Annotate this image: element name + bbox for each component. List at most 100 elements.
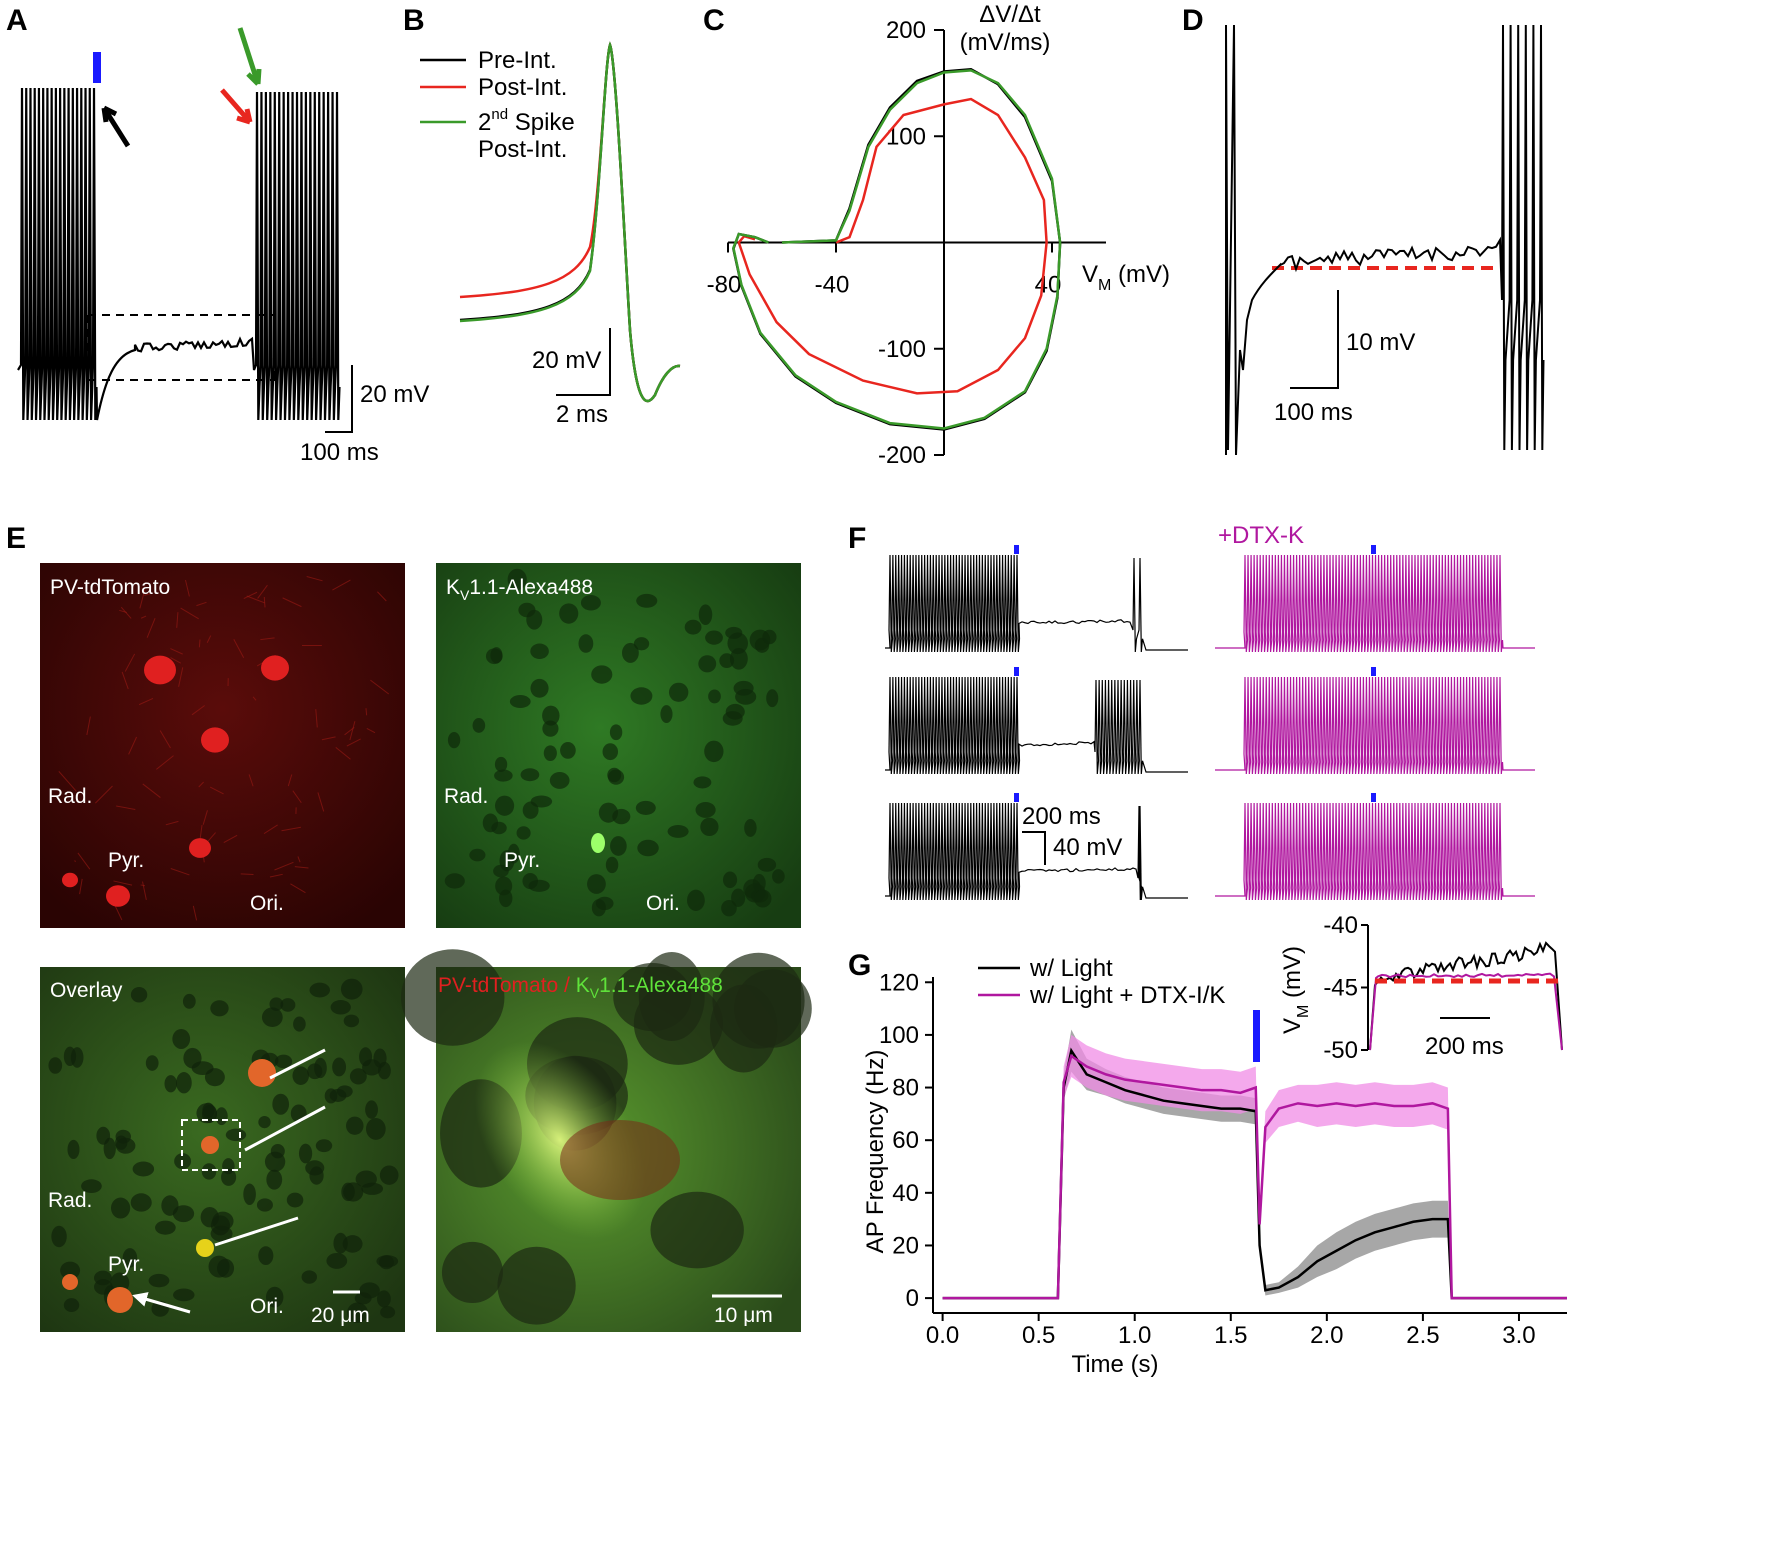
inset-y-label: VM (mV)	[1279, 946, 1312, 1034]
y-tick-label: 120	[879, 969, 919, 996]
light-pulse	[1371, 667, 1376, 676]
cell	[610, 836, 627, 856]
cell	[660, 705, 673, 724]
cell	[326, 1252, 348, 1269]
cell	[201, 1136, 219, 1154]
cell	[693, 776, 712, 789]
cell	[495, 876, 513, 896]
x-axis-label: Time (s)	[1071, 1351, 1158, 1378]
fiber	[142, 881, 147, 901]
cell	[176, 1072, 192, 1094]
cell	[196, 1103, 218, 1124]
inset-y-tick-label: -50	[1323, 1037, 1358, 1064]
cell	[172, 1028, 191, 1049]
fiber	[121, 671, 129, 690]
cell	[522, 873, 538, 890]
light-pulse	[1014, 545, 1019, 554]
inset-trace	[1369, 941, 1563, 1051]
y-axis-label: AP Frequency (Hz)	[862, 1050, 889, 1254]
cell	[172, 1205, 195, 1223]
scale-label: 40 mV	[1053, 834, 1122, 861]
fiber	[191, 705, 205, 716]
fiber	[365, 708, 368, 716]
cell	[221, 1168, 237, 1186]
cell	[189, 838, 211, 858]
voltage-trace	[885, 676, 1188, 775]
fiber	[332, 579, 351, 591]
cell	[222, 1158, 235, 1175]
fiber	[202, 810, 208, 825]
cell	[144, 655, 176, 685]
zoom-box	[181, 1119, 241, 1171]
fiber	[170, 657, 182, 664]
cell	[725, 626, 743, 639]
cell	[272, 1093, 290, 1115]
cell	[132, 1161, 155, 1177]
cell	[667, 824, 689, 838]
cell	[580, 594, 601, 611]
fiber	[282, 597, 302, 608]
cell	[309, 982, 330, 998]
cell	[494, 769, 513, 782]
cell	[48, 1057, 63, 1074]
cell	[115, 1137, 136, 1154]
legend-label: Pre-Int.	[478, 47, 557, 74]
scale-label: 10 μm	[714, 1304, 773, 1327]
fiber	[297, 856, 301, 863]
fiber	[317, 792, 325, 812]
image-title-green: K	[576, 974, 590, 997]
cell	[261, 655, 289, 681]
cell	[705, 630, 723, 645]
legend-label: 2	[478, 109, 491, 136]
y-tick-label: 100	[879, 1022, 919, 1049]
inset-y-label: V	[1279, 1018, 1306, 1034]
cell	[491, 821, 507, 835]
fiber	[199, 824, 203, 839]
x-tick-label: 2.0	[1310, 1322, 1343, 1349]
cell	[762, 629, 777, 645]
cell	[269, 997, 284, 1011]
cell	[201, 727, 229, 753]
region-label: Ori.	[250, 1295, 284, 1318]
line	[942, 1053, 1567, 1300]
cell	[509, 695, 531, 709]
panel-label: E	[6, 522, 26, 555]
cell	[668, 682, 689, 702]
y-tick-label: -100	[878, 336, 926, 363]
light-pulse	[93, 52, 101, 83]
image-title: KV1.1-Alexa488	[446, 576, 593, 603]
panel-label: C	[703, 4, 725, 37]
cell	[559, 603, 579, 624]
fiber	[223, 834, 238, 844]
cell	[698, 655, 717, 673]
fiber	[138, 698, 154, 706]
cell	[497, 1246, 576, 1325]
cell	[542, 705, 560, 726]
fiber	[206, 635, 212, 643]
y-tick-label: -200	[878, 442, 926, 469]
panel-label: A	[6, 4, 28, 37]
cell	[314, 1057, 327, 1079]
cell	[469, 848, 486, 862]
inset-y-tick-label: -45	[1323, 975, 1358, 1002]
cell	[757, 857, 777, 872]
cell	[63, 1298, 80, 1313]
fiber	[176, 612, 179, 628]
cell	[695, 801, 716, 818]
fiber	[128, 736, 138, 755]
cell	[359, 1047, 373, 1067]
x-tick-label: 3.0	[1502, 1322, 1535, 1349]
phase-loop	[737, 97, 1048, 395]
scale-label: 2 ms	[556, 401, 608, 428]
image-title-red: PV-tdTomato /	[438, 974, 576, 997]
cell	[560, 1120, 680, 1200]
cell	[722, 871, 738, 889]
cell	[507, 843, 520, 864]
region-label: Ori.	[646, 892, 680, 915]
cell	[772, 869, 785, 884]
scale-label: 10 mV	[1346, 329, 1415, 356]
fiber	[260, 637, 275, 641]
scale-bar	[556, 328, 611, 396]
dashed-box	[87, 314, 276, 381]
cell	[687, 889, 705, 911]
